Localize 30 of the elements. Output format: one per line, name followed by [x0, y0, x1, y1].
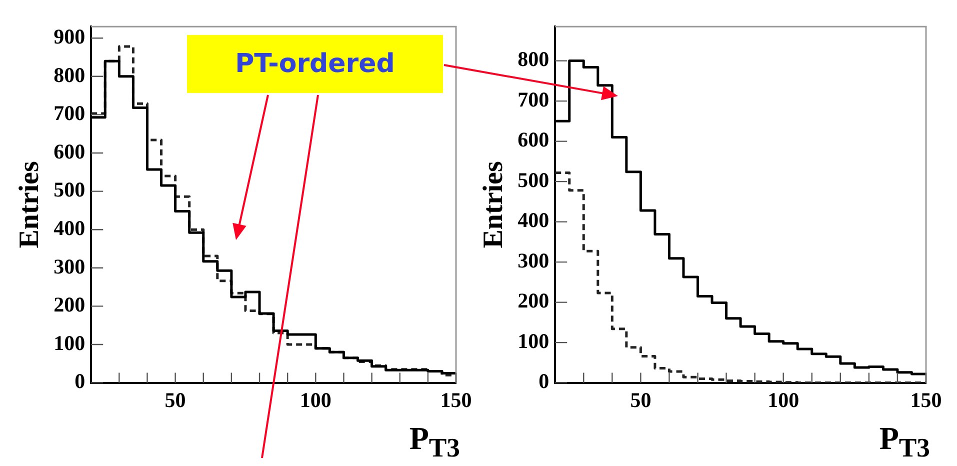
- y-tick-label: 0: [538, 369, 550, 394]
- x-axis-title: P$_{T3}$: [879, 420, 930, 464]
- y-tick-label: 400: [518, 208, 550, 232]
- y-tick-label: 500: [54, 178, 86, 202]
- y-tick-label: 400: [54, 216, 86, 240]
- y-axis-title: Entries: [14, 161, 46, 248]
- y-tick-label: 300: [54, 254, 86, 278]
- y-tick-label: 200: [54, 292, 86, 317]
- y-tick-label: 800: [518, 47, 550, 72]
- x-axis-title: P$_{T3}$: [409, 420, 460, 464]
- y-tick-label: 800: [54, 62, 86, 87]
- x-tick-label: 100: [768, 388, 800, 412]
- y-tick-label: 500: [518, 168, 550, 192]
- x-tick-label: 150: [910, 388, 942, 412]
- y-tick-label: 600: [518, 128, 550, 152]
- y-tick-label: 0: [74, 369, 86, 394]
- x-tick-label: 50: [164, 388, 186, 412]
- x-tick-label: 50: [630, 388, 652, 412]
- callout-box: PT-ordered: [187, 35, 443, 93]
- y-tick-label: 700: [518, 87, 550, 112]
- y-tick-label: 600: [54, 139, 86, 164]
- x-tick-label: 150: [440, 388, 472, 412]
- y-axis-title: Entries: [478, 161, 510, 248]
- y-tick-label: 200: [518, 288, 550, 313]
- y-tick-label: 700: [54, 101, 86, 126]
- y-tick-label: 100: [54, 330, 86, 355]
- x-tick-label: 100: [300, 388, 332, 412]
- y-tick-label: 900: [54, 24, 86, 49]
- y-tick-label: 300: [518, 248, 550, 272]
- y-tick-label: 100: [518, 328, 550, 353]
